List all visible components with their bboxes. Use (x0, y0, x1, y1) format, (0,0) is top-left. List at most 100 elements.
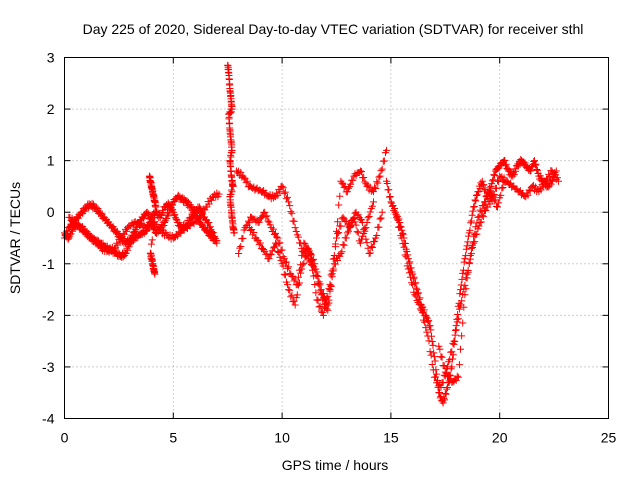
data-point (439, 379, 447, 387)
data-point (199, 210, 207, 218)
data-point (462, 245, 470, 253)
data-point (528, 182, 536, 190)
data-point (290, 217, 298, 225)
data-point (479, 181, 487, 189)
data-point (473, 191, 481, 199)
data-point (499, 184, 507, 192)
data-point (434, 376, 442, 384)
data-point (230, 229, 238, 237)
data-point (376, 215, 384, 223)
data-point (351, 218, 359, 226)
data-point (331, 240, 339, 248)
data-point (366, 208, 374, 216)
data-point (399, 240, 407, 248)
y-tick-label: 1 (47, 153, 55, 169)
data-point (314, 272, 322, 280)
data-point (441, 389, 449, 397)
data-point (391, 208, 399, 216)
data-point (239, 234, 247, 242)
data-point (149, 224, 157, 232)
data-point (274, 191, 282, 199)
data-point (148, 236, 156, 244)
data-point (423, 328, 431, 336)
data-point (190, 211, 198, 219)
data-point (438, 353, 446, 361)
data-point (281, 188, 289, 196)
data-point (440, 362, 448, 370)
data-point (454, 315, 462, 323)
data-point (293, 291, 301, 299)
data-point (463, 274, 471, 282)
data-point (143, 208, 151, 216)
data-point (284, 193, 292, 201)
data-point (412, 284, 420, 292)
data-point (451, 331, 459, 339)
data-point (116, 238, 124, 246)
data-point (197, 214, 204, 222)
data-point (437, 384, 445, 392)
data-point (284, 264, 292, 272)
data-point (391, 204, 399, 212)
data-point (316, 280, 324, 288)
data-point (129, 237, 137, 245)
data-point (340, 184, 348, 192)
data-point (209, 229, 217, 237)
data-point (373, 232, 381, 240)
data-point (151, 209, 159, 217)
data-point (418, 309, 426, 317)
data-point (470, 203, 478, 211)
data-point (375, 223, 383, 231)
x-axis-label: GPS time / hours (282, 457, 389, 473)
data-point (428, 361, 436, 369)
data-point (441, 368, 449, 376)
data-point (477, 208, 485, 216)
data-point (466, 226, 474, 234)
data-point (338, 179, 346, 187)
data-point (111, 244, 119, 252)
data-point (145, 210, 153, 218)
data-point (276, 253, 284, 261)
data-point (361, 224, 369, 232)
data-point (317, 286, 325, 294)
data-point (443, 363, 451, 371)
data-point (171, 211, 179, 219)
data-point (369, 198, 377, 206)
data-point (468, 211, 476, 219)
data-point (152, 203, 160, 211)
data-points (61, 61, 562, 407)
data-point (440, 394, 448, 402)
data-point (490, 197, 498, 205)
data-point (267, 250, 275, 258)
data-point (428, 337, 436, 345)
data-point (458, 332, 466, 340)
data-point (305, 247, 313, 255)
data-point (313, 296, 321, 304)
data-point (189, 204, 197, 212)
data-point (495, 199, 503, 207)
y-tick-labels: -4 -3 -2 -1 0 1 2 3 (42, 50, 55, 427)
data-point (500, 177, 508, 185)
data-point (415, 300, 423, 308)
data-point (291, 224, 299, 232)
data-point (339, 213, 347, 221)
data-point (213, 239, 221, 247)
data-point (92, 203, 100, 211)
data-point (307, 251, 315, 259)
data-point (347, 180, 355, 188)
data-point (383, 179, 391, 187)
data-point (350, 213, 358, 221)
data-point (471, 196, 479, 204)
data-point (548, 177, 556, 185)
data-point (314, 296, 322, 304)
data-point (377, 167, 385, 175)
data-point (509, 172, 517, 180)
data-point (344, 184, 352, 192)
data-point (427, 351, 435, 359)
data-point (327, 271, 335, 279)
data-point (409, 281, 417, 289)
data-point (352, 221, 360, 229)
data-point (453, 372, 461, 380)
data-point (68, 227, 76, 235)
data-point (279, 184, 287, 192)
data-point (319, 311, 327, 319)
